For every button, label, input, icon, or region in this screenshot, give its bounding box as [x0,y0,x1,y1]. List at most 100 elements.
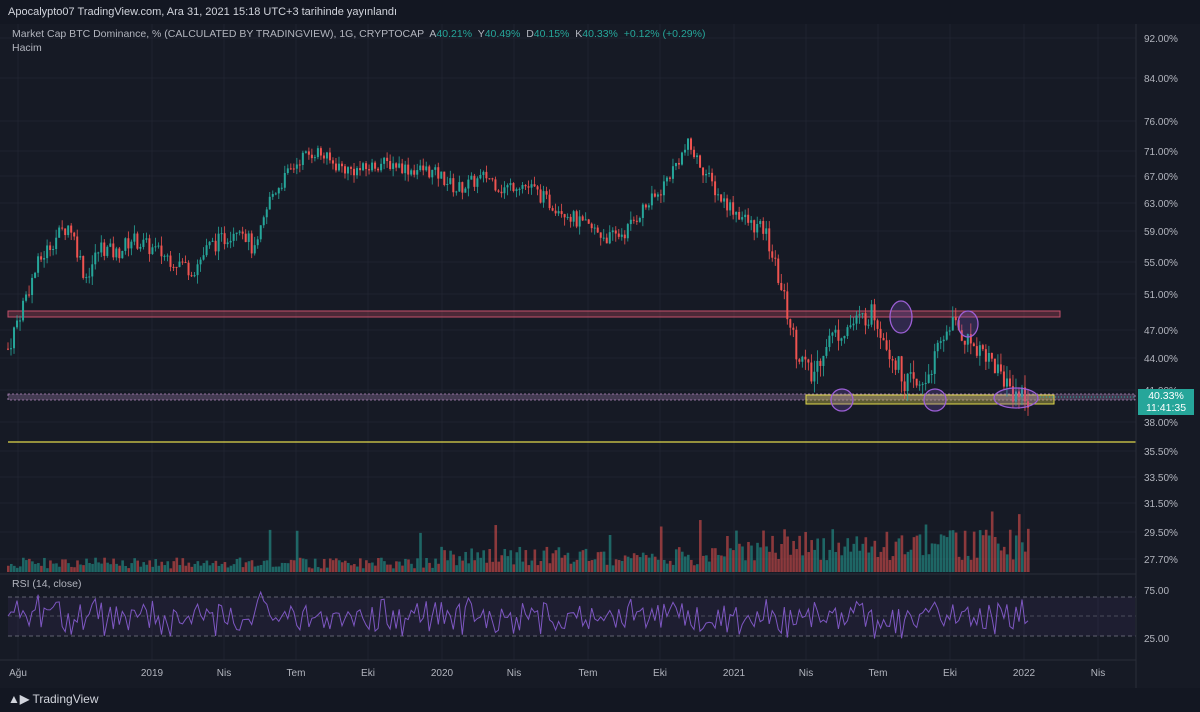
volume-bar [295,530,299,572]
candle-body [906,373,909,392]
volume-bar [241,567,245,572]
candle-body [810,362,813,382]
volume-bar [635,555,639,572]
marker-high-1[interactable] [889,300,913,334]
volume-bar [825,560,829,572]
volume-bar [121,560,124,572]
volume-bar [921,555,925,572]
chart-legend: Market Cap BTC Dominance, % (CALCULATED … [12,28,705,40]
volume-bar [945,537,949,572]
volume-bar [557,547,561,572]
candle-body [455,191,458,193]
volume-bar [729,548,732,572]
candle-body [972,343,975,347]
volume-bar [509,550,513,572]
volume-bar [377,558,380,572]
volume-bar [518,546,522,572]
candle-body [605,237,608,244]
volume-bar [389,564,392,572]
volume-bar [365,560,368,572]
volume-bar [413,568,416,572]
marker-low-3[interactable] [993,387,1039,409]
price-tick-label: 63.00% [1144,199,1178,210]
price-tick-label: 92.00% [1144,34,1178,45]
volume-bar [599,551,603,572]
candle-body [662,181,665,196]
candle-body [452,178,455,193]
marker-high-2[interactable] [957,310,979,338]
time-tick-label: 2021 [723,668,746,679]
volume-bar [1014,535,1018,572]
volume-bar [488,548,492,572]
resistance-zone[interactable] [7,310,1061,318]
candle-body [870,304,873,325]
candle-body [741,217,744,220]
volume-bar [969,559,973,572]
volume-bar [975,557,979,572]
candle-body [530,184,533,188]
volume-bar [307,567,311,572]
candle-body [217,233,220,252]
volume-bar [160,561,164,572]
volume-bar [699,520,702,572]
volume-bar [371,562,374,572]
candle-body [40,256,43,260]
support-band-left[interactable] [7,393,1136,401]
volume-bar [316,567,320,572]
candle-body [115,248,118,258]
volume-bar [963,530,967,572]
candle-body [635,220,638,222]
candle-body [644,204,647,208]
candle-body [867,324,870,326]
volume-bar [115,563,118,572]
candle-body [834,329,837,333]
candle-body [148,238,151,255]
volume-bar [497,561,501,572]
candle-body [82,256,85,278]
candle-body [337,163,340,171]
candle-body [91,264,94,277]
candle-body [271,194,274,197]
price-tick-label: 27.70% [1144,555,1178,566]
volume-bar [166,561,170,572]
volume-bar [322,558,326,572]
volume-bar [984,529,988,572]
volume-bar [205,560,209,572]
candle-body [16,320,19,328]
volume-bar [897,538,901,572]
candle-body [304,151,307,153]
volume-bar [888,559,892,572]
marker-low-1[interactable] [830,388,854,412]
candle-body [223,233,226,245]
candle-body [368,169,371,171]
volume-bar [470,548,473,572]
volume-bar [199,565,203,572]
candle-body [70,225,73,233]
volume-bar [43,557,46,572]
volume-bar [512,564,516,572]
candle-body [879,328,882,338]
candle-body [828,335,831,348]
volume-bar [467,563,470,572]
marker-low-2[interactable] [923,388,947,412]
candle-body [298,164,301,166]
volume-bar [683,556,687,572]
candle-body [557,211,560,214]
candle-body [693,149,696,158]
volume-bar [662,559,666,572]
candle-body [19,320,22,322]
candle-body [966,334,969,345]
volume-bar [708,561,711,572]
candle-body [28,294,31,296]
volume-bar [40,565,43,572]
volume-bar [933,543,937,572]
volume-bar [918,534,922,572]
volume-bar [223,562,227,572]
tradingview-logo[interactable]: ▲▶ TradingView [8,692,99,706]
support-zone[interactable] [805,394,1055,405]
candle-body [602,237,605,239]
candle-body [133,233,136,242]
volume-bar [771,535,774,572]
candle-body [160,245,163,257]
